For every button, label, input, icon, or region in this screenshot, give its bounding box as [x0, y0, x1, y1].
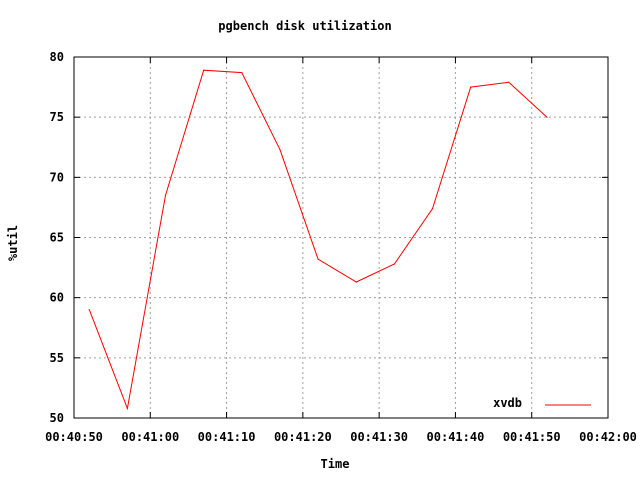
y-tick-label: 60	[50, 291, 64, 305]
chart-title: pgbench disk utilization	[218, 19, 391, 33]
x-tick-label: 00:41:00	[121, 430, 179, 444]
x-tick-label: 00:40:50	[45, 430, 103, 444]
y-tick-label: 75	[50, 110, 64, 124]
series-layer	[88, 69, 548, 411]
y-tick-label: 65	[50, 231, 64, 245]
y-tick-label: 70	[50, 170, 64, 184]
y-tick-label: 55	[50, 351, 64, 365]
data-point	[431, 208, 434, 210]
y-tick-label: 50	[50, 411, 64, 425]
legend-label: xvdb	[493, 396, 522, 410]
data-point	[355, 281, 357, 283]
y-axis-label: %util	[6, 225, 20, 261]
legend: xvdb	[493, 396, 591, 410]
x-tick-label: 00:42:00	[579, 430, 637, 444]
data-point	[546, 116, 548, 118]
data-point	[88, 309, 90, 311]
x-tick-label: 00:41:30	[350, 430, 408, 444]
y-tick-labels: 50 55 60 65 70 75 80	[50, 50, 64, 425]
grid-lines	[74, 57, 608, 418]
x-tick-label: 00:41:50	[503, 430, 561, 444]
x-tick-label: 00:41:10	[198, 430, 256, 444]
plot-frame	[73, 56, 609, 419]
y-tick-label: 80	[50, 50, 64, 64]
data-point	[470, 86, 472, 88]
data-point	[393, 263, 395, 265]
series-xvdb	[88, 69, 548, 411]
data-point	[241, 72, 243, 74]
data-point	[317, 258, 319, 260]
x-tick-label: 00:41:20	[274, 430, 332, 444]
data-point	[164, 194, 167, 196]
x-axis-label: Time	[321, 457, 350, 471]
x-tick-labels: 00:40:50 00:41:00 00:41:10 00:41:20 00:41:30…	[45, 430, 637, 444]
data-point	[508, 81, 510, 83]
x-tick-label: 00:41:40	[427, 430, 485, 444]
data-point	[203, 69, 205, 71]
data-point	[279, 149, 281, 151]
data-point	[126, 407, 128, 409]
